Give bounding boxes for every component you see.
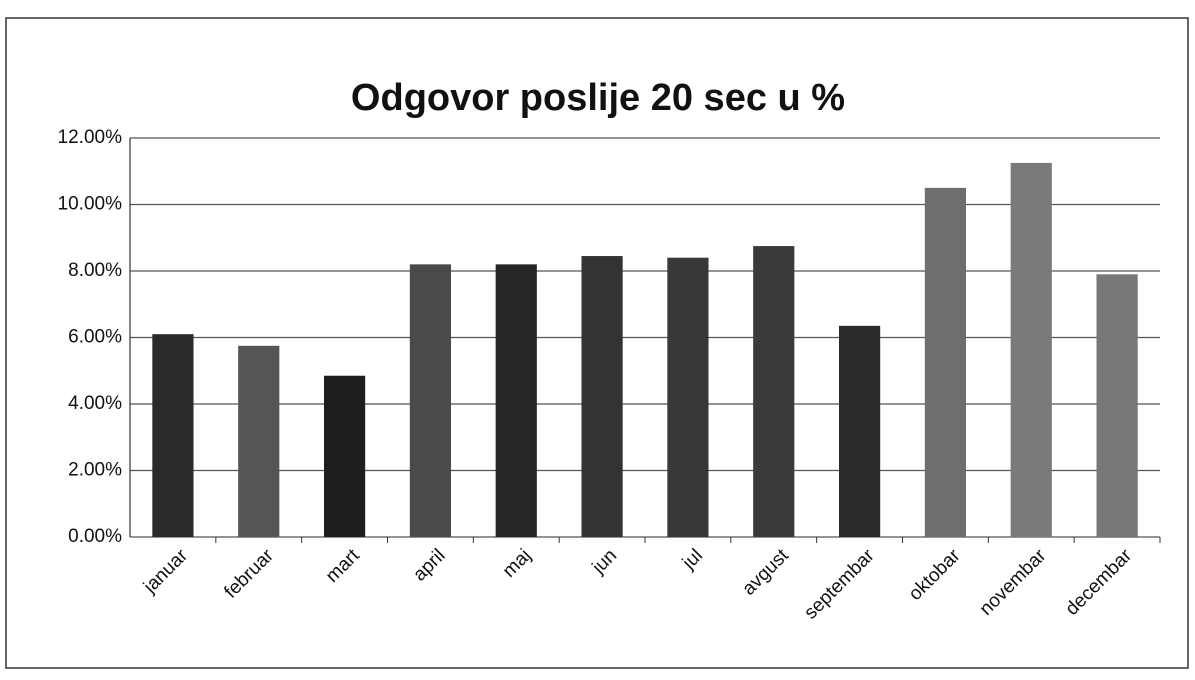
bar bbox=[581, 256, 623, 537]
y-tick-label: 12.00% bbox=[58, 127, 123, 148]
bar bbox=[152, 334, 194, 537]
x-tick-label: februar bbox=[220, 545, 278, 603]
chart-frame bbox=[5, 17, 1189, 669]
x-tick-label: mart bbox=[322, 545, 364, 587]
x-tick-label: avgust bbox=[738, 545, 793, 600]
y-tick-label: 4.00% bbox=[68, 393, 122, 414]
x-tick-label: jul bbox=[678, 545, 707, 574]
y-tick-label: 10.00% bbox=[58, 194, 123, 215]
x-tick-label: jun bbox=[588, 545, 621, 578]
bar bbox=[323, 375, 366, 537]
x-tick-label: oktobar bbox=[905, 545, 965, 605]
x-tick-label: novembar bbox=[976, 545, 1051, 620]
x-tick-label: decembar bbox=[1062, 545, 1137, 620]
bar bbox=[753, 246, 795, 537]
y-tick-label: 6.00% bbox=[68, 327, 122, 348]
bar bbox=[667, 257, 709, 537]
y-tick-label: 0.00% bbox=[68, 526, 122, 547]
bar bbox=[495, 264, 537, 537]
bar bbox=[1010, 162, 1052, 537]
bar bbox=[924, 187, 967, 537]
bar bbox=[409, 264, 452, 537]
y-tick-label: 2.00% bbox=[68, 460, 122, 481]
chart-title: Odgovor poslije 20 sec u % bbox=[351, 77, 845, 119]
x-tick-label: april bbox=[409, 545, 449, 585]
x-tick-label: maj bbox=[499, 545, 536, 582]
y-tick-label: 8.00% bbox=[68, 260, 122, 281]
x-tick-label: septembar bbox=[800, 545, 879, 624]
bar bbox=[838, 325, 881, 537]
bar bbox=[1096, 274, 1138, 537]
x-tick-label: januar bbox=[139, 545, 192, 598]
bar bbox=[238, 345, 280, 537]
